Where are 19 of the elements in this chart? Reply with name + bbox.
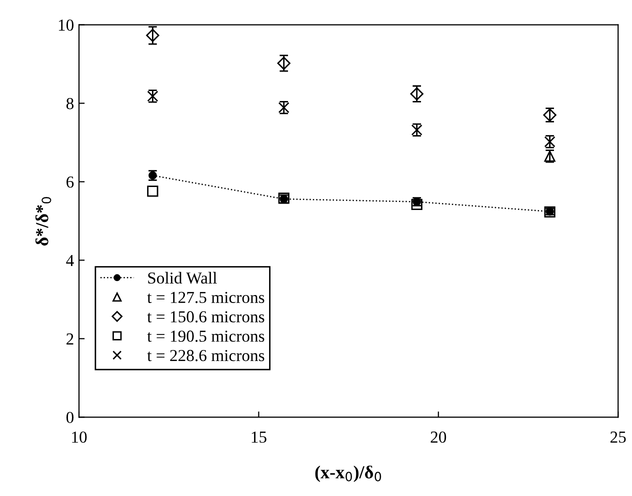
legend-label: Solid Wall	[148, 272, 217, 284]
y-tick-label: 10	[58, 20, 74, 31]
legend-label: t = 150.6 microns	[147, 311, 264, 322]
legend-label: t = 228.6 microns	[147, 350, 264, 362]
point	[411, 198, 422, 210]
y-tick-label: 2	[66, 333, 74, 344]
y-tick-label: 4	[66, 255, 74, 266]
x-axis-title: (x-x$_{0}$)/δ$_{0}$	[315, 466, 382, 482]
legend-label: t = 127.5 microns	[147, 292, 264, 304]
x-tick-label: 15	[252, 432, 266, 443]
x-tick-label: 25	[610, 432, 626, 443]
y-axis-title: δ*/δ*$_{0}$	[35, 197, 52, 246]
point	[147, 186, 158, 197]
legend-label: t = 190.5 microns	[147, 330, 264, 342]
y-tick-label: 0	[66, 412, 74, 424]
point	[146, 28, 160, 42]
x-tick-label: 20	[430, 432, 446, 443]
y-tick-label: 8	[66, 98, 74, 110]
y-tick-label: 6	[66, 176, 74, 188]
